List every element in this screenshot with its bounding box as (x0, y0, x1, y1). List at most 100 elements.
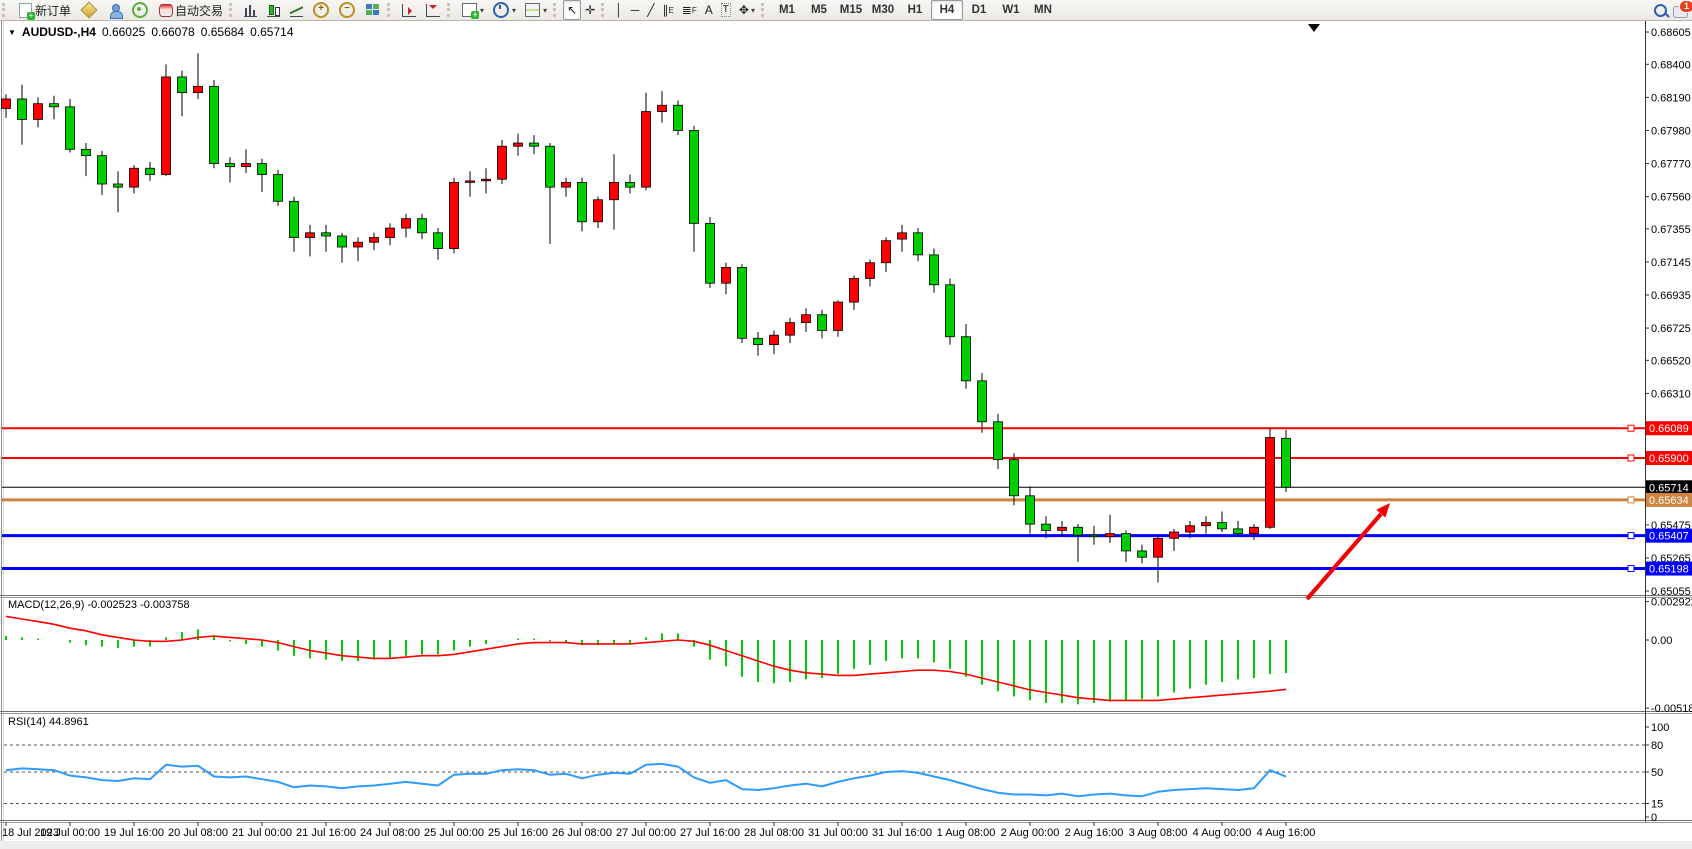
horizontal-line-icon: ─ (630, 3, 640, 17)
equidistant-channel-icon: ∥ (662, 3, 669, 17)
line-chart-button[interactable] (285, 0, 308, 20)
fibonacci-tool-button[interactable]: ≣ F (678, 0, 701, 20)
price-tick-label: 0.67770 (1651, 159, 1691, 171)
search-icon[interactable] (1654, 4, 1670, 18)
hline-price-tag (1646, 450, 1692, 465)
hline-price-tag-label: 0.65900 (1649, 453, 1689, 465)
candle-body (97, 155, 107, 185)
price-tick-label: 0.67145 (1651, 257, 1691, 269)
time-tick-label: 25 Jul 00:00 (424, 827, 484, 839)
cursor-tool-button[interactable]: ↖ (563, 0, 582, 20)
bottom-strip (0, 841, 1692, 849)
zoom-out-button[interactable]: − (334, 0, 360, 20)
time-tick-label: 26 Jul 08:00 (552, 827, 612, 839)
one-click-trading-toggle-icon[interactable]: ▼ (8, 27, 16, 37)
candle-body (657, 104, 667, 112)
toolbar-grip[interactable] (229, 3, 237, 17)
new-chart-button[interactable]: + ▾ (457, 0, 488, 20)
period-button[interactable]: ▾ (488, 0, 520, 20)
candle-body (17, 98, 27, 120)
tile-windows-icon (366, 4, 380, 16)
toolbar-grip[interactable] (387, 3, 395, 17)
metaeditor-button[interactable] (75, 0, 103, 20)
toolbar-grip[interactable] (447, 3, 455, 17)
candle-body (273, 174, 283, 202)
hline-handle[interactable] (1627, 454, 1635, 462)
time-tick-label: 31 Jul 16:00 (872, 827, 932, 839)
bar-low-value: 0.65684 (200, 25, 245, 39)
timeframe-h1-button[interactable]: H1 (907, 4, 923, 16)
rsi-label: RSI(14) 44.8961 (8, 716, 89, 728)
hline-handle[interactable] (1627, 496, 1635, 504)
indicators-button[interactable]: ▾ (520, 0, 551, 20)
profile-button[interactable] (103, 0, 127, 20)
price-tick-label: 0.66310 (1651, 388, 1691, 400)
arrow-annotation-head[interactable] (1376, 503, 1390, 518)
time-tick-label: 20 Jul 08:00 (168, 827, 228, 839)
toolbar-grip[interactable] (553, 3, 561, 17)
timeframe-d1-button[interactable]: D1 (971, 4, 987, 16)
channel-tool-button[interactable]: ∥ E (658, 0, 677, 20)
candle-body (561, 182, 571, 188)
chat-icon[interactable]: 1 (1673, 0, 1692, 18)
bar-chart-button[interactable] (239, 0, 262, 20)
toolbar-grip[interactable] (2, 3, 10, 17)
candle-body (385, 227, 395, 238)
candle-body (113, 183, 123, 188)
rsi-value: 44.8961 (48, 716, 89, 728)
signals-button[interactable] (127, 0, 153, 20)
timeframe-w1-button[interactable]: W1 (1002, 4, 1020, 16)
hline-price-tag-label: 0.65198 (1649, 564, 1689, 576)
candlestick-chart-button[interactable] (262, 0, 285, 20)
candle-body (81, 148, 91, 157)
candle-body (433, 232, 443, 249)
tile-windows-button[interactable] (360, 0, 385, 20)
macd-tick-label: -0.005189 (1651, 703, 1692, 715)
text-label-tool-button[interactable]: T (717, 0, 735, 20)
horizontal-line-tool-button[interactable]: ─ (627, 0, 644, 20)
timeframe-h4-button[interactable]: H4 (930, 0, 963, 20)
candle-body (545, 145, 555, 188)
timeframe-m30-button[interactable]: M30 (871, 4, 895, 16)
time-tick-label: 2 Aug 00:00 (1001, 827, 1060, 839)
time-tick-label: 27 Jul 16:00 (680, 827, 740, 839)
candle-body (801, 314, 811, 323)
zoom-in-button[interactable]: + (308, 0, 334, 20)
crosshair-tool-button[interactable]: ✛ (581, 0, 599, 20)
timeframe-m1-button[interactable]: M1 (778, 4, 795, 16)
candle-body (129, 167, 139, 188)
candle-body (353, 241, 363, 248)
bar-high-value: 0.66078 (151, 25, 195, 39)
vertical-line-tool-button[interactable]: │ (611, 0, 627, 20)
chart-shift-button[interactable] (421, 0, 445, 20)
hline-price-tag-label: 0.65407 (1649, 531, 1689, 543)
arrow-annotation-line[interactable] (1305, 512, 1383, 601)
crosshair-icon: ✛ (585, 3, 596, 17)
auto-scroll-button[interactable] (397, 0, 421, 20)
hline-handle[interactable] (1627, 565, 1635, 573)
notification-badge: 1 (1679, 0, 1692, 13)
candle-body (321, 232, 331, 237)
new-order-button[interactable]: + 新订单 (12, 0, 75, 20)
candle-body (289, 200, 299, 238)
candle-body (689, 130, 699, 224)
new-order-icon: + (19, 2, 35, 20)
auto-trading-button[interactable]: 自动交易 (153, 0, 227, 20)
text-tool-button[interactable]: A (701, 0, 717, 20)
candle-body (417, 218, 427, 234)
candle-body (1, 98, 11, 109)
hline-handle[interactable] (1627, 532, 1635, 540)
hline-handle[interactable] (1627, 424, 1635, 432)
trendline-tool-button[interactable]: ╱ (643, 0, 658, 20)
candle-body (369, 237, 379, 243)
toolbar-grip[interactable] (760, 3, 769, 17)
auto-trading-icon (159, 3, 174, 17)
timeframe-m5-button[interactable]: M5 (810, 4, 827, 16)
timeframe-mn-button[interactable]: MN (1034, 4, 1052, 16)
rsi-line (5, 762, 1287, 798)
toolbar-grip[interactable] (601, 3, 609, 17)
arrows-tool-button[interactable]: ✥ ▾ (738, 3, 755, 17)
chart-shift-marker[interactable] (1308, 24, 1320, 32)
price-tick-label: 0.66935 (1651, 290, 1691, 302)
timeframe-m15-button[interactable]: M15 (839, 4, 863, 16)
